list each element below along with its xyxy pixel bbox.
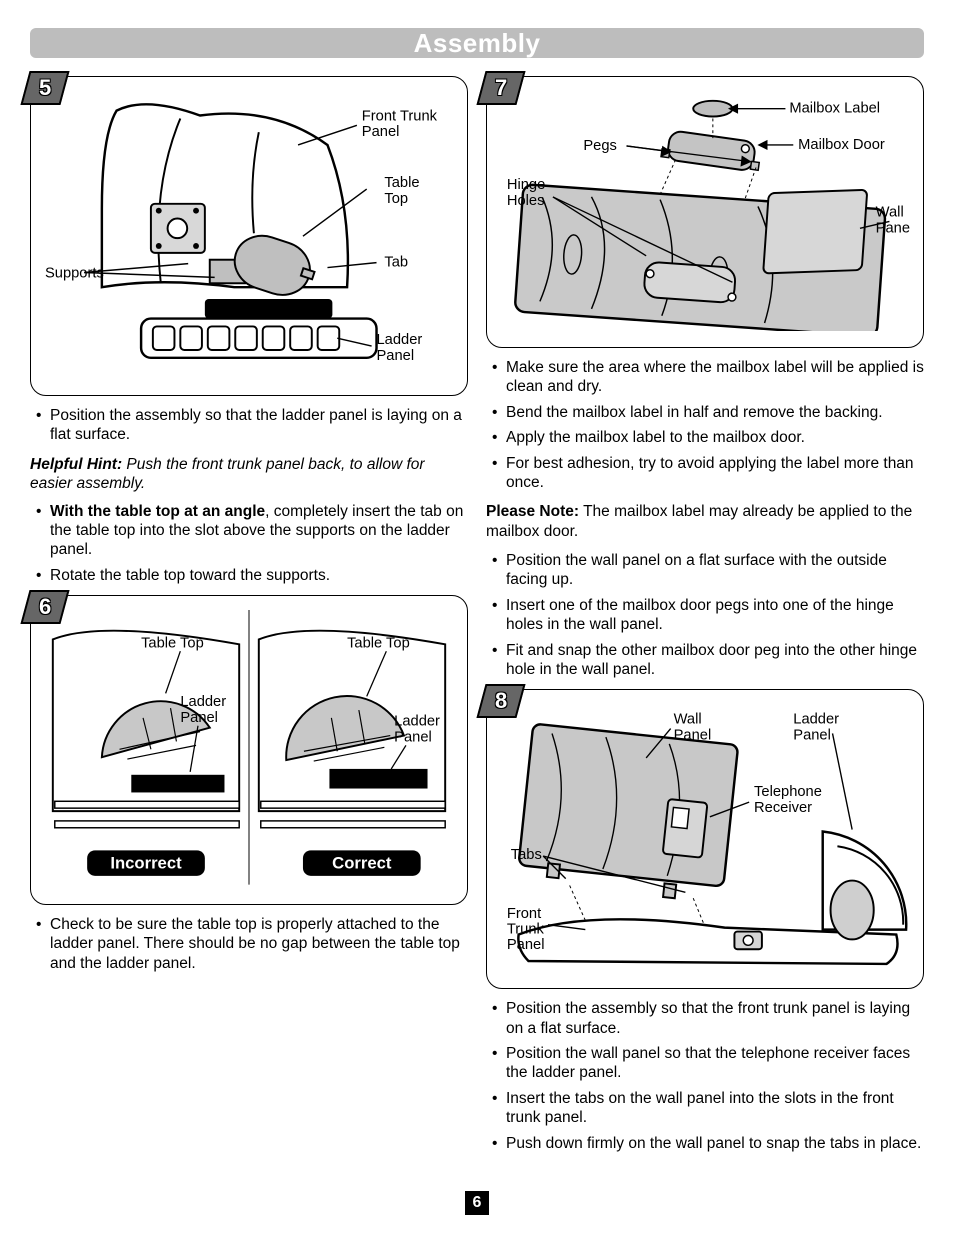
step5-bullets-b: With the table top at an angle, complete…: [30, 502, 468, 586]
label: Mailbox Label: [789, 101, 880, 117]
svg-text:Telephone: Telephone: [754, 784, 822, 800]
bullet: Insert the tabs on the wall panel into t…: [492, 1089, 924, 1128]
svg-text:Front Trunk: Front Trunk: [362, 108, 438, 124]
svg-text:Wall: Wall: [876, 205, 904, 221]
svg-text:Panel: Panel: [377, 348, 415, 364]
svg-text:Panel: Panel: [362, 124, 400, 140]
bullet: Fit and snap the other mailbox door peg …: [492, 641, 924, 680]
right-column: 7: [486, 76, 924, 1163]
diagram-step-5: Front Trunk Panel Table Top Tab Ladder P…: [43, 91, 455, 375]
bullet: Position the assembly so that the ladder…: [36, 406, 468, 445]
svg-text:Ladder: Ladder: [793, 712, 839, 728]
step5-bullets-a: Position the assembly so that the ladder…: [30, 406, 468, 445]
bullet: Position the assembly so that the front …: [492, 999, 924, 1038]
svg-text:Ladder: Ladder: [394, 714, 440, 730]
label: Mailbox Door: [798, 137, 885, 153]
left-column: 5: [30, 76, 468, 1163]
svg-text:Ladder: Ladder: [180, 694, 226, 710]
diagram-step-6: Table Top Ladder Panel Incorrect: [43, 610, 455, 885]
bullet: Bend the mailbox label in half and remov…: [492, 403, 924, 422]
svg-text:Top: Top: [384, 191, 408, 207]
svg-text:Tab: Tab: [384, 255, 408, 271]
svg-text:Panel: Panel: [394, 729, 432, 745]
step8-bullets: Position the assembly so that the front …: [486, 999, 924, 1153]
page-title: Assembly: [414, 28, 541, 59]
label: Pegs: [583, 138, 617, 154]
label: Table Top: [347, 635, 410, 651]
bullet: Push down firmly on the wall panel to sn…: [492, 1134, 924, 1153]
figure-step-5: 5: [30, 76, 468, 396]
bullet: Check to be sure the table top is proper…: [36, 915, 468, 973]
diagram-step-8: Wall Panel Ladder Panel Telephone Receiv…: [499, 704, 911, 974]
correct-label: Correct: [332, 853, 392, 872]
svg-text:Wall: Wall: [674, 712, 702, 728]
title-bar: Assembly: [30, 28, 924, 58]
figure-step-7: 7: [486, 76, 924, 348]
bullet: Position the wall panel so that the tele…: [492, 1044, 924, 1083]
bullet: For best adhesion, try to avoid applying…: [492, 454, 924, 493]
bullet: Position the wall panel on a flat surfac…: [492, 551, 924, 590]
step6-bullets: Check to be sure the table top is proper…: [30, 915, 468, 973]
svg-text:Holes: Holes: [507, 193, 545, 209]
step7-note: Please Note: The mailbox label may alrea…: [486, 502, 924, 541]
bullet: Apply the mailbox label to the mailbox d…: [492, 428, 924, 447]
bullet: With the table top at an angle, complete…: [36, 502, 468, 560]
supports-label: Supports: [45, 265, 104, 281]
svg-text:Panel: Panel: [793, 728, 831, 744]
page-number: 6: [465, 1191, 489, 1215]
svg-text:Receiver: Receiver: [754, 800, 812, 816]
step7-bullets-b: Position the wall panel on a flat surfac…: [486, 551, 924, 679]
bullet: Make sure the area where the mailbox lab…: [492, 358, 924, 397]
label: Table Top: [141, 635, 204, 651]
diagram-step-7: Mailbox Label Mailbox Door Pegs Hinge Ho…: [499, 91, 911, 331]
figure-step-8: 8: [486, 689, 924, 989]
incorrect-label: Incorrect: [110, 853, 182, 872]
svg-text:Table: Table: [384, 175, 419, 191]
svg-text:Trunk: Trunk: [507, 922, 545, 938]
bullet: Insert one of the mailbox door pegs into…: [492, 596, 924, 635]
svg-text:Panel: Panel: [507, 937, 545, 953]
step5-hint: Helpful Hint: Push the front trunk panel…: [30, 455, 468, 494]
bullet: Rotate the table top toward the supports…: [36, 566, 468, 585]
two-column-layout: 5: [30, 76, 924, 1163]
svg-text:Panel: Panel: [876, 220, 911, 236]
svg-text:Panel: Panel: [180, 710, 218, 726]
svg-text:Hinge: Hinge: [507, 177, 545, 193]
figure-step-6: 6: [30, 595, 468, 905]
svg-text:Front: Front: [507, 906, 541, 922]
svg-text:Ladder: Ladder: [377, 332, 423, 348]
svg-text:Panel: Panel: [674, 728, 712, 744]
step7-bullets-a: Make sure the area where the mailbox lab…: [486, 358, 924, 492]
label: Tabs: [511, 847, 542, 863]
